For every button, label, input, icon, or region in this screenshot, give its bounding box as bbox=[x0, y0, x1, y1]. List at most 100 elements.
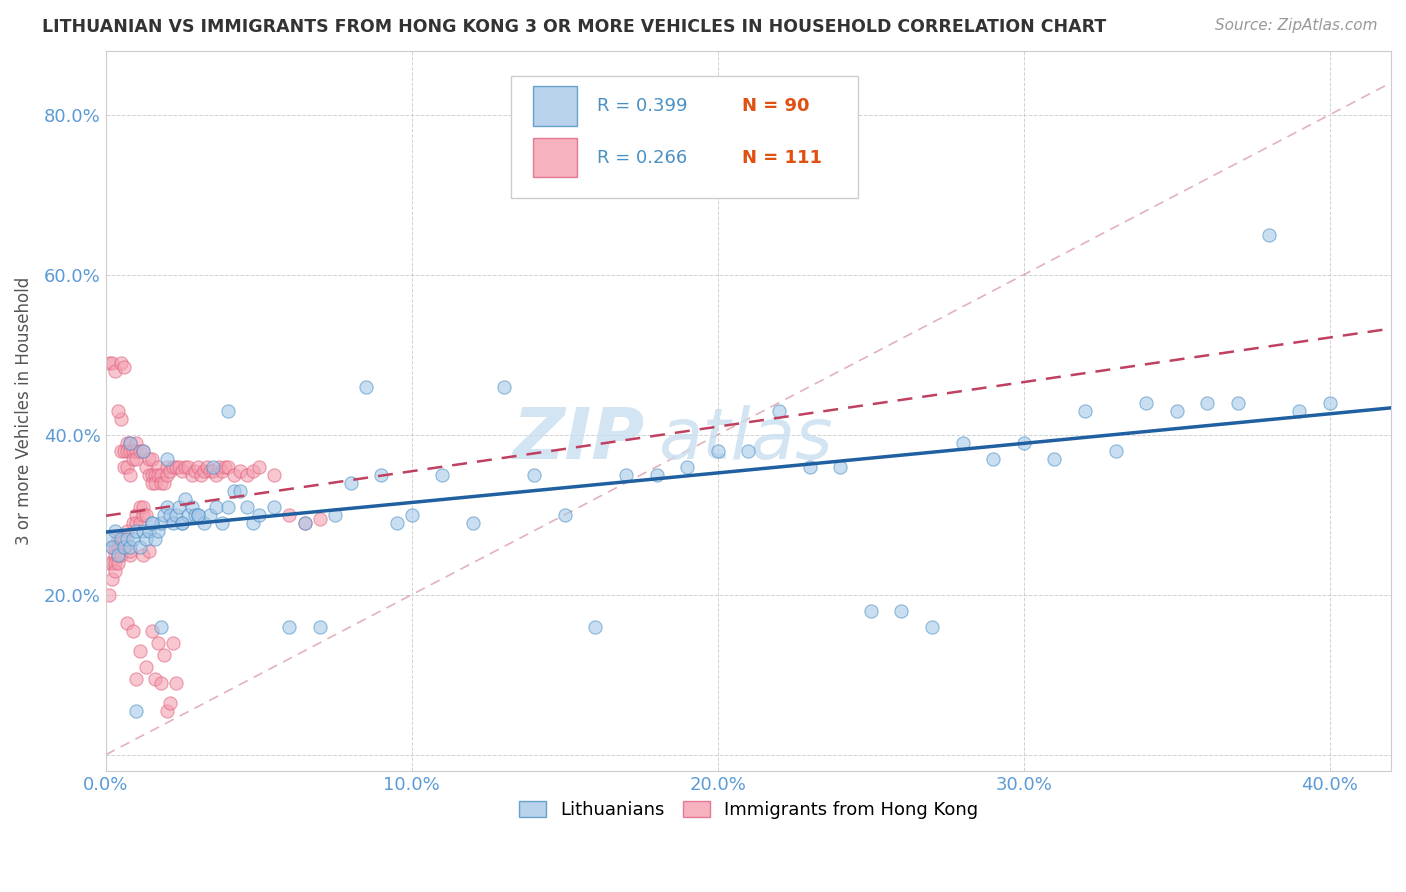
Point bbox=[156, 500, 179, 514]
Point bbox=[156, 704, 179, 718]
Point bbox=[131, 508, 153, 522]
Point bbox=[156, 459, 179, 474]
Point bbox=[1288, 403, 1310, 417]
Point bbox=[128, 500, 150, 514]
Point bbox=[263, 500, 285, 514]
Point bbox=[165, 508, 187, 522]
Point bbox=[156, 467, 179, 482]
Point bbox=[107, 540, 129, 554]
Point bbox=[125, 672, 148, 686]
Point bbox=[128, 643, 150, 657]
Point bbox=[211, 464, 233, 478]
Point bbox=[193, 516, 215, 530]
Point bbox=[149, 467, 172, 482]
Point bbox=[162, 459, 184, 474]
Point bbox=[104, 524, 127, 538]
Point bbox=[122, 443, 145, 458]
Point bbox=[183, 508, 205, 522]
Point bbox=[141, 516, 163, 530]
Point bbox=[120, 540, 142, 554]
Point bbox=[768, 403, 790, 417]
Point bbox=[131, 443, 153, 458]
Point bbox=[125, 435, 148, 450]
Point bbox=[149, 675, 172, 690]
Point bbox=[141, 624, 163, 638]
Point bbox=[523, 467, 546, 482]
Point bbox=[278, 620, 301, 634]
Point bbox=[1012, 435, 1035, 450]
Point bbox=[117, 459, 139, 474]
Point bbox=[107, 532, 129, 546]
Point bbox=[122, 532, 145, 546]
Point bbox=[143, 467, 166, 482]
Point bbox=[224, 467, 246, 482]
Point bbox=[117, 615, 139, 630]
Point bbox=[138, 451, 160, 466]
Point bbox=[125, 443, 148, 458]
Point bbox=[128, 516, 150, 530]
Point bbox=[153, 508, 176, 522]
Point bbox=[174, 491, 197, 506]
FancyBboxPatch shape bbox=[510, 76, 858, 198]
Point bbox=[135, 659, 157, 673]
Point bbox=[135, 508, 157, 522]
Point bbox=[217, 403, 239, 417]
Point bbox=[107, 556, 129, 570]
Point bbox=[120, 443, 142, 458]
Point bbox=[707, 443, 730, 458]
Point bbox=[385, 516, 408, 530]
Point bbox=[125, 451, 148, 466]
Text: ZIP: ZIP bbox=[513, 405, 645, 474]
Point bbox=[97, 356, 120, 370]
Point bbox=[187, 459, 209, 474]
Point bbox=[120, 435, 142, 450]
Point bbox=[110, 532, 132, 546]
Point bbox=[1197, 395, 1219, 409]
Point bbox=[143, 475, 166, 490]
Point bbox=[242, 516, 264, 530]
Point bbox=[131, 524, 153, 538]
Point bbox=[110, 356, 132, 370]
Point bbox=[461, 516, 484, 530]
Point bbox=[104, 564, 127, 578]
Point bbox=[1135, 395, 1157, 409]
Point bbox=[737, 443, 759, 458]
Point bbox=[156, 451, 179, 466]
Point bbox=[110, 540, 132, 554]
Point bbox=[201, 459, 224, 474]
Point bbox=[135, 532, 157, 546]
Point bbox=[263, 467, 285, 482]
Point bbox=[149, 475, 172, 490]
Point bbox=[153, 648, 176, 662]
Text: R = 0.399: R = 0.399 bbox=[596, 96, 688, 115]
Point bbox=[214, 459, 236, 474]
Point bbox=[112, 359, 135, 374]
Point bbox=[174, 459, 197, 474]
Point bbox=[294, 516, 316, 530]
Point bbox=[165, 675, 187, 690]
Point bbox=[190, 467, 212, 482]
Point bbox=[229, 483, 252, 498]
Point bbox=[952, 435, 974, 450]
Point bbox=[110, 548, 132, 562]
Point bbox=[112, 443, 135, 458]
Point bbox=[432, 467, 454, 482]
Point bbox=[401, 508, 423, 522]
Point bbox=[799, 459, 821, 474]
Y-axis label: 3 or more Vehicles in Household: 3 or more Vehicles in Household bbox=[15, 277, 32, 545]
Point bbox=[217, 459, 239, 474]
Point bbox=[208, 459, 231, 474]
Point bbox=[309, 620, 332, 634]
Point bbox=[112, 540, 135, 554]
Point bbox=[492, 380, 515, 394]
Point bbox=[110, 411, 132, 425]
Point bbox=[205, 500, 228, 514]
Point bbox=[125, 704, 148, 718]
Point bbox=[1257, 227, 1279, 242]
Text: N = 111: N = 111 bbox=[742, 149, 823, 167]
Point bbox=[122, 624, 145, 638]
Point bbox=[101, 572, 124, 586]
Point bbox=[1074, 403, 1097, 417]
Point bbox=[339, 475, 361, 490]
Point bbox=[107, 548, 129, 562]
